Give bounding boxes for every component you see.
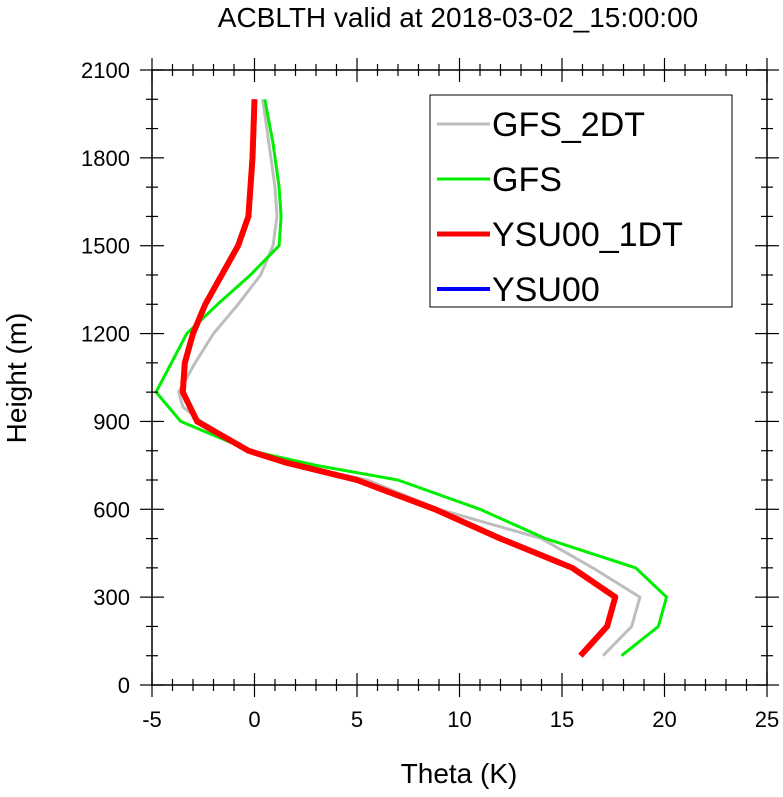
x-tick-label: 25	[755, 707, 779, 732]
x-tick-label: -5	[142, 707, 162, 732]
legend: GFS_2DT GFS YSU00_1DT YSU00	[429, 94, 733, 309]
axis-ticks	[140, 58, 779, 697]
legend-label-ysu00: YSU00	[492, 271, 600, 309]
chart-title: ACBLTH valid at 2018-03-02_15:00:00	[218, 2, 698, 33]
plot-lines	[154, 99, 668, 658]
legend-entries: GFS_2DT GFS YSU00_1DT YSU00	[437, 106, 683, 309]
legend-box	[429, 94, 733, 308]
legend-label-gfs: GFS	[492, 161, 562, 199]
y-tick-label: 1200	[81, 322, 130, 347]
series-line-ysu00-1dt	[179, 99, 619, 658]
x-tick-label: 0	[248, 707, 260, 732]
y-tick-label: 900	[93, 409, 130, 434]
x-tick-label: 10	[447, 707, 471, 732]
y-tick-labels: 0 300 600 900 1200 1500 1800 2100	[81, 58, 130, 698]
x-tick-labels: -5 0 5 10 15 20 25	[142, 707, 779, 732]
x-axis-label: Theta (K)	[401, 758, 518, 789]
y-axis-label: Height (m)	[1, 313, 32, 444]
y-tick-label: 2100	[81, 58, 130, 83]
series-line-gfs	[154, 99, 668, 657]
x-tick-label: 15	[550, 707, 574, 732]
legend-label-gfs-2dt: GFS_2DT	[492, 106, 645, 144]
y-tick-label: 1500	[81, 234, 130, 259]
y-tick-label: 600	[93, 497, 130, 522]
y-tick-label: 1800	[81, 146, 130, 171]
x-tick-label: 20	[652, 707, 676, 732]
y-tick-label: 300	[93, 585, 130, 610]
legend-label-ysu00-1dt: YSU00_1DT	[492, 216, 683, 254]
x-tick-label: 5	[351, 707, 363, 732]
y-tick-label: 0	[118, 673, 130, 698]
